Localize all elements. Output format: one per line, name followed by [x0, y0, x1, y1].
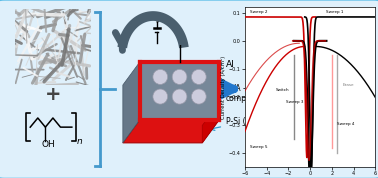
Text: PVA –CNT
composite: PVA –CNT composite — [214, 84, 266, 103]
Circle shape — [153, 89, 167, 104]
Polygon shape — [202, 102, 219, 143]
Text: Sweep 4: Sweep 4 — [337, 122, 355, 126]
Circle shape — [172, 89, 187, 104]
Text: P-Si (100): P-Si (100) — [210, 117, 263, 130]
Text: n: n — [77, 137, 83, 146]
Circle shape — [153, 69, 167, 84]
Text: OH: OH — [42, 140, 55, 149]
Circle shape — [172, 69, 187, 84]
Text: Sweep 1: Sweep 1 — [327, 10, 344, 14]
Text: Sweep 3: Sweep 3 — [286, 100, 304, 104]
Circle shape — [191, 69, 206, 84]
Polygon shape — [140, 62, 219, 120]
Text: Switch: Switch — [275, 88, 289, 92]
Text: Erase: Erase — [343, 83, 354, 87]
Text: +: + — [45, 85, 61, 104]
Text: Al: Al — [218, 61, 235, 69]
Polygon shape — [123, 120, 219, 143]
Text: Sweep 2: Sweep 2 — [250, 10, 268, 14]
Y-axis label: Current Density (A/cm²): Current Density (A/cm²) — [221, 56, 226, 119]
Text: V: V — [154, 16, 160, 25]
Text: Sweep 5: Sweep 5 — [250, 145, 268, 149]
Circle shape — [191, 89, 206, 104]
Polygon shape — [123, 62, 140, 143]
